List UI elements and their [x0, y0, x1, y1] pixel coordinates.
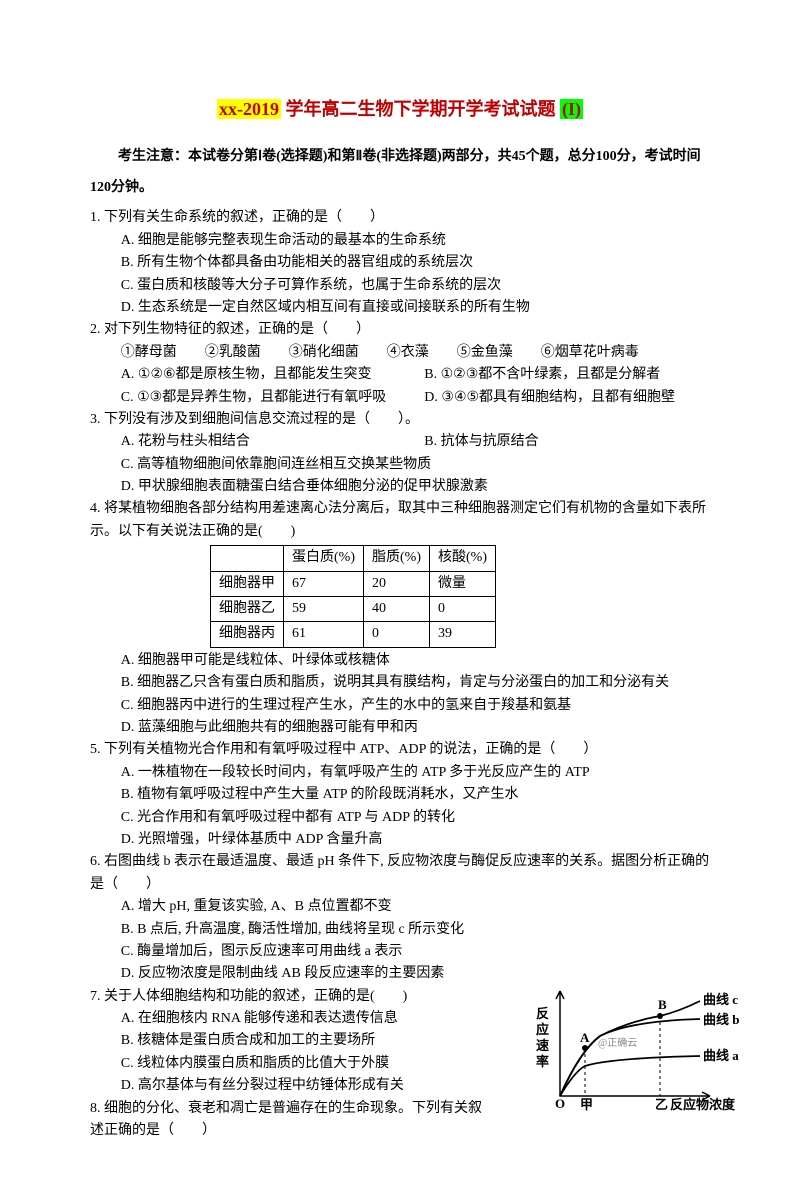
cell: 细胞器甲 — [211, 571, 284, 596]
q2-row1: A. ①②⑥都是原核生物，且都能发生突变 B. ①②③都不含叶绿素，且都是分解者 — [90, 364, 710, 386]
q4-table: 蛋白质(%) 脂质(%) 核酸(%) 细胞器甲 67 20 微量 细胞器乙 59… — [210, 545, 496, 648]
table-row: 细胞器乙 59 40 0 — [211, 597, 496, 622]
q2-items: ①酵母菌 ②乳酸菌 ③硝化细菌 ④衣藻 ⑤金鱼藻 ⑥烟草花叶病毒 — [90, 342, 710, 364]
q3-optD: D. 甲状腺细胞表面糖蛋白结合垂体细胞分泌的促甲状腺激素 — [90, 476, 710, 498]
table-row: 细胞器丙 61 0 39 — [211, 622, 496, 647]
cell: 20 — [364, 571, 430, 596]
q1-optA: A. 细胞是能够完整表现生命活动的最基本的生命系统 — [90, 230, 710, 252]
watermark: @正确云 — [598, 1036, 637, 1049]
ylabel-4: 率 — [536, 1054, 549, 1069]
q3-stem: 3. 下列没有涉及到细胞间信息交流过程的是（ ）。 — [90, 409, 710, 431]
th-blank — [211, 546, 284, 571]
curve-b-label: 曲线 b — [703, 1012, 739, 1027]
q2-stem: 2. 对下列生物特征的叙述，正确的是（ ） — [90, 319, 710, 341]
cell: 细胞器丙 — [211, 622, 284, 647]
q2-row2: C. ①③都是异养生物，且都能进行有氧呼吸 D. ③④⑤都具有细胞结构，且都有细… — [90, 387, 710, 409]
q2-optC: C. ①③都是异养生物，且都能进行有氧呼吸 — [121, 387, 421, 409]
exam-notice: 考生注意：本试卷分第Ⅰ卷(选择题)和第Ⅱ卷(非选择题)两部分，共45个题，总分1… — [90, 142, 710, 204]
table-header-row: 蛋白质(%) 脂质(%) 核酸(%) — [211, 546, 496, 571]
reaction-rate-graph: A B O 甲 乙 反 应 速 率 反应物浓度 曲线 c 曲线 b 曲线 a @… — [530, 976, 740, 1116]
title-body: 学年高二生物下学期开学考试试题 — [281, 99, 560, 119]
q5-optC: C. 光合作用和有氧呼吸过程中都有 ATP 与 ADP 的转化 — [90, 807, 710, 829]
q6-optB: B. B 点后, 升高温度, 酶活性增加, 曲线将呈现 c 所示变化 — [90, 919, 710, 941]
cell: 细胞器乙 — [211, 597, 284, 622]
xlabel: 反应物浓度 — [670, 1097, 736, 1112]
q4-optC: C. 细胞器丙中进行的生理过程产生水，产生的水中的氢来自于羧基和氨基 — [90, 695, 710, 717]
title-year: xx-2019 — [217, 99, 281, 119]
q5-stem: 5. 下列有关植物光合作用和有氧呼吸过程中 ATP、ADP 的说法，正确的是（ … — [90, 739, 710, 761]
curve-c-label: 曲线 c — [703, 992, 738, 1007]
q5-optD: D. 光照增强，叶绿体基质中 ADP 含量升高 — [90, 829, 710, 851]
ylabel-2: 应 — [536, 1022, 549, 1037]
q1-optD: D. 生态系统是一定自然区域内相互间有直接或间接联系的所有生物 — [90, 297, 710, 319]
ylabel-3: 速 — [536, 1038, 549, 1053]
xtick-yi: 乙 — [655, 1097, 668, 1112]
cell: 微量 — [430, 571, 496, 596]
q6-optC: C. 酶量增加后，图示反应速率可用曲线 a 表示 — [90, 941, 710, 963]
cell: 59 — [284, 597, 364, 622]
th-nucleic: 核酸(%) — [430, 546, 496, 571]
q4-stem: 4. 将某植物细胞各部分结构用差速离心法分离后，取其中三种细胞器测定它们有机物的… — [90, 498, 710, 543]
q6-optA: A. 增大 pH, 重复该实验, A、B 点位置都不变 — [90, 896, 710, 918]
xtick-jia: 甲 — [580, 1097, 593, 1112]
cell: 61 — [284, 622, 364, 647]
th-protein: 蛋白质(%) — [284, 546, 364, 571]
q3-optB: B. 抗体与抗原结合 — [424, 431, 538, 453]
q3-optC: C. 高等植物细胞间依靠胞间连丝相互交换某些物质 — [90, 454, 710, 476]
cell: 0 — [430, 597, 496, 622]
cell: 67 — [284, 571, 364, 596]
q1-optC: C. 蛋白质和核酸等大分子可算作系统，也属于生命系统的层次 — [90, 275, 710, 297]
q2-optA: A. ①②⑥都是原核生物，且都能发生突变 — [121, 364, 421, 386]
q4-optD: D. 蓝藻细胞与此细胞共有的细胞器可能有甲和丙 — [90, 717, 710, 739]
q3-row1: A. 花粉与柱头相结合 B. 抗体与抗原结合 — [90, 431, 710, 453]
cell: 40 — [364, 597, 430, 622]
cell: 39 — [430, 622, 496, 647]
q2-optD: D. ③④⑤都具有细胞结构，且都有细胞壁 — [424, 387, 675, 409]
cell: 0 — [364, 622, 430, 647]
exam-title: xx-2019 学年高二生物下学期开学考试试题 (I) — [90, 95, 710, 124]
origin-O: O — [555, 1096, 565, 1111]
title-suffix: (I) — [560, 99, 583, 119]
q4-optA: A. 细胞器甲可能是线粒体、叶绿体或核糖体 — [90, 650, 710, 672]
table-row: 细胞器甲 67 20 微量 — [211, 571, 496, 596]
q3-optA: A. 花粉与柱头相结合 — [121, 431, 421, 453]
ylabel-1: 反 — [536, 1006, 549, 1021]
label-B: B — [658, 997, 667, 1012]
q1-stem: 1. 下列有关生命系统的叙述，正确的是（ ） — [90, 207, 710, 229]
q2-optB: B. ①②③都不含叶绿素，且都是分解者 — [424, 364, 660, 386]
label-A: A — [580, 1030, 590, 1045]
q5-optA: A. 一株植物在一段较长时间内，有氧呼吸产生的 ATP 多于光反应产生的 ATP — [90, 762, 710, 784]
q6-stem: 6. 右图曲线 b 表示在最适温度、最适 pH 条件下, 反应物浓度与酶促反应速… — [90, 851, 710, 896]
q5-optB: B. 植物有氧呼吸过程中产生大量 ATP 的阶段既消耗水，又产生水 — [90, 784, 710, 806]
th-lipid: 脂质(%) — [364, 546, 430, 571]
q1-optB: B. 所有生物个体都具备由功能相关的器官组成的系统层次 — [90, 252, 710, 274]
curve-a-label: 曲线 a — [703, 1048, 739, 1063]
q4-optB: B. 细胞器乙只含有蛋白质和脂质，说明其具有膜结构，肯定与分泌蛋白的加工和分泌有… — [90, 672, 710, 694]
